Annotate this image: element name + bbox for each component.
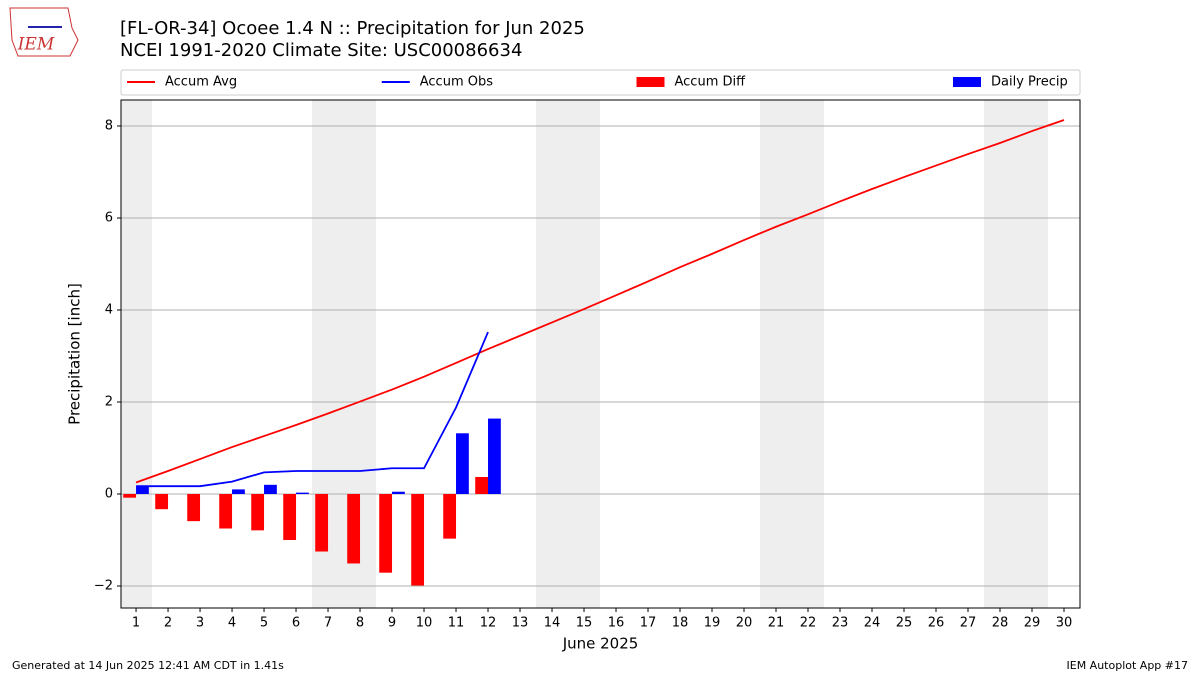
x-tick-label: 22 — [800, 616, 817, 631]
x-tick-label: 10 — [416, 616, 433, 631]
y-axis-label: Precipitation [inch] — [66, 283, 84, 425]
x-tick-label: 16 — [608, 616, 625, 631]
legend-label: Accum Obs — [420, 75, 493, 90]
x-axis-label: June 2025 — [562, 635, 639, 653]
bar — [475, 476, 489, 495]
bar — [456, 433, 469, 495]
x-tick-label: 30 — [1056, 616, 1073, 631]
x-tick-label: 21 — [768, 616, 785, 631]
logo: IEM — [9, 7, 79, 57]
bar — [347, 494, 361, 564]
shaded-day — [792, 100, 825, 608]
bar — [392, 491, 405, 495]
bar — [123, 494, 137, 498]
bar — [155, 494, 169, 510]
x-tick-label: 15 — [576, 616, 593, 631]
x-tick-label: 5 — [260, 616, 268, 631]
x-tick-label: 4 — [228, 616, 236, 631]
bar — [136, 486, 149, 495]
bar — [232, 489, 245, 495]
x-tick-label: 20 — [736, 616, 753, 631]
bar — [488, 418, 501, 495]
line — [135, 119, 1065, 484]
y-tick-label: 0 — [105, 487, 113, 502]
x-tick-label: 28 — [992, 616, 1009, 631]
legend-swatch — [636, 77, 665, 87]
legend-label: Daily Precip — [991, 75, 1068, 90]
plot-frame — [120, 99, 1081, 609]
bar — [379, 494, 393, 573]
x-tick-label: 14 — [544, 616, 561, 631]
bar — [283, 494, 297, 541]
x-tick-label: 9 — [388, 616, 396, 631]
logo-text: IEM — [17, 35, 55, 55]
y-tick-label: 2 — [105, 395, 113, 410]
x-tick-label: 29 — [1024, 616, 1041, 631]
legend-label: Accum Diff — [675, 75, 747, 90]
x-tick-label: 18 — [672, 616, 689, 631]
shaded-day — [984, 100, 1017, 608]
chart-title: [FL-OR-34] Ocoee 1.4 N :: Precipitation … — [120, 18, 585, 39]
x-tick-label: 17 — [640, 616, 657, 631]
footer-right: IEM Autoplot App #17 — [1067, 659, 1189, 672]
shaded-day — [1016, 100, 1049, 608]
shaded-day — [760, 100, 793, 608]
bar — [296, 492, 309, 495]
shaded-day — [121, 100, 153, 608]
shaded-day — [568, 100, 601, 608]
x-tick-label: 3 — [196, 616, 204, 631]
x-tick-label: 13 — [512, 616, 529, 631]
x-tick-label: 1 — [132, 616, 140, 631]
legend-label: Accum Avg — [165, 75, 237, 90]
x-tick-label: 27 — [960, 616, 977, 631]
x-tick-label: 6 — [292, 616, 300, 631]
bar — [443, 494, 457, 539]
x-tick-label: 25 — [896, 616, 913, 631]
y-tick-label: 4 — [105, 302, 113, 317]
y-tick-label: −2 — [94, 579, 113, 594]
line — [136, 331, 489, 488]
logo-outline — [9, 7, 79, 57]
x-tick-label: 2 — [164, 616, 172, 631]
x-tick-label: 19 — [704, 616, 721, 631]
legend-swatch — [953, 77, 981, 87]
x-tick-label: 7 — [324, 616, 332, 631]
bar — [187, 494, 201, 522]
bar — [315, 494, 329, 552]
x-tick-label: 11 — [448, 616, 465, 631]
shaded-day — [536, 100, 569, 608]
y-tick-label: 8 — [105, 118, 113, 133]
x-tick-label: 23 — [832, 616, 849, 631]
footer-left: Generated at 14 Jun 2025 12:41 AM CDT in… — [12, 659, 284, 672]
bar — [251, 494, 265, 531]
y-tick-label: 6 — [105, 210, 113, 225]
x-tick-label: 24 — [864, 616, 881, 631]
x-tick-label: 8 — [356, 616, 364, 631]
x-tick-label: 12 — [480, 616, 497, 631]
legend-box — [120, 69, 1081, 96]
bar — [264, 484, 277, 495]
chart-subtitle: NCEI 1991-2020 Climate Site: USC00086634 — [120, 40, 522, 61]
bar — [219, 494, 233, 529]
bar — [411, 494, 425, 586]
x-tick-label: 26 — [928, 616, 945, 631]
